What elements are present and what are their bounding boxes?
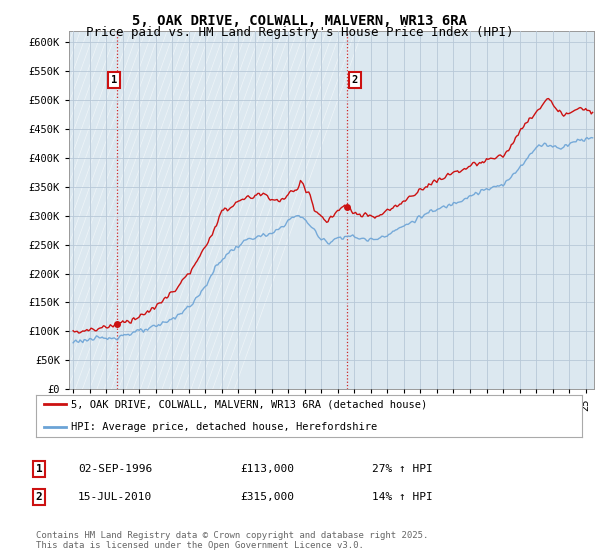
Text: Contains HM Land Registry data © Crown copyright and database right 2025.
This d: Contains HM Land Registry data © Crown c… bbox=[36, 530, 428, 550]
Text: 02-SEP-1996: 02-SEP-1996 bbox=[78, 464, 152, 474]
Text: 15-JUL-2010: 15-JUL-2010 bbox=[78, 492, 152, 502]
Text: £113,000: £113,000 bbox=[240, 464, 294, 474]
Text: 5, OAK DRIVE, COLWALL, MALVERN, WR13 6RA: 5, OAK DRIVE, COLWALL, MALVERN, WR13 6RA bbox=[133, 14, 467, 28]
Text: £315,000: £315,000 bbox=[240, 492, 294, 502]
Text: HPI: Average price, detached house, Herefordshire: HPI: Average price, detached house, Here… bbox=[71, 422, 378, 432]
Text: 27% ↑ HPI: 27% ↑ HPI bbox=[372, 464, 433, 474]
Text: 1: 1 bbox=[111, 75, 117, 85]
Text: 14% ↑ HPI: 14% ↑ HPI bbox=[372, 492, 433, 502]
Text: 5, OAK DRIVE, COLWALL, MALVERN, WR13 6RA (detached house): 5, OAK DRIVE, COLWALL, MALVERN, WR13 6RA… bbox=[71, 399, 428, 409]
Text: 2: 2 bbox=[35, 492, 43, 502]
Text: 1: 1 bbox=[35, 464, 43, 474]
Text: Price paid vs. HM Land Registry's House Price Index (HPI): Price paid vs. HM Land Registry's House … bbox=[86, 26, 514, 39]
Text: 2: 2 bbox=[352, 75, 358, 85]
